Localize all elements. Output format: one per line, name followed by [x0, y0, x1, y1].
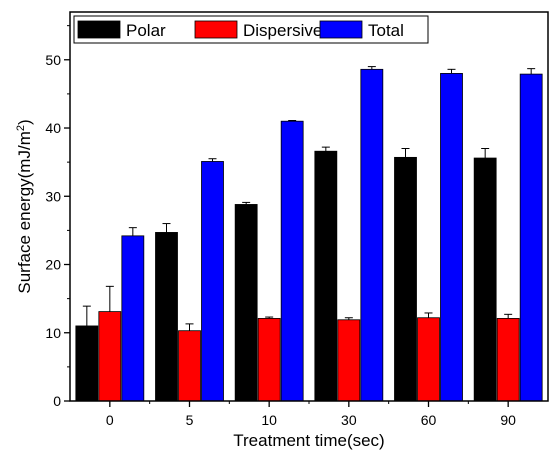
x-tick-label: 5: [186, 412, 194, 428]
bar-dispersive-60: [417, 317, 440, 402]
bar-polar-0: [75, 325, 99, 402]
legend-label-total: Total: [368, 21, 404, 40]
y-axis-title: Surface energy(mJ/m2): [15, 119, 34, 293]
x-axis-ticks: 0 5 10 30 60 90: [106, 401, 516, 428]
legend-box: [73, 15, 429, 44]
x-tick-label: 0: [106, 412, 114, 428]
y-tick-label: 10: [45, 325, 61, 341]
x-tick-label: 60: [421, 412, 437, 428]
bar-total-60: [440, 73, 463, 402]
bars-layer: [75, 68, 543, 402]
bar-dispersive-90: [496, 318, 520, 402]
y-tick-label: 30: [45, 188, 61, 204]
y-axis-title-close: ): [15, 119, 34, 125]
bar-total-30: [360, 68, 384, 402]
bar-polar-30: [314, 150, 338, 402]
x-tick-label: 90: [500, 412, 516, 428]
x-tick-label: 10: [261, 412, 277, 428]
bar-polar-90: [473, 157, 497, 402]
x-axis-title: Treatment time(sec): [233, 431, 384, 450]
legend-label-polar: Polar: [126, 21, 166, 40]
bar-total-90: [519, 73, 543, 402]
y-axis-title-superscript: 2: [15, 125, 27, 131]
bar-polar-60: [394, 156, 417, 402]
bar-total-10: [280, 120, 304, 402]
bar-polar-5: [155, 232, 178, 402]
bar-dispersive-5: [178, 330, 201, 402]
legend-swatch-dispersive: [194, 20, 238, 39]
y-axis-title-main: Surface energy(mJ/m: [15, 131, 34, 294]
bar-total-5: [201, 161, 224, 402]
legend-swatch-polar: [77, 20, 121, 39]
bar-total-0: [121, 235, 145, 402]
y-tick-label: 0: [53, 393, 61, 409]
legend-swatch-total: [319, 20, 363, 39]
y-tick-label: 50: [45, 52, 61, 68]
y-tick-label: 40: [45, 120, 61, 136]
y-axis-ticks: 0 10 20 30 40 50: [45, 25, 70, 409]
bar-polar-10: [234, 204, 258, 402]
bar-dispersive-0: [98, 311, 122, 402]
y-tick-label: 20: [45, 257, 61, 273]
errorbars-layer: [82, 66, 536, 331]
legend: Polar Dispersive Total: [73, 15, 429, 44]
bar-dispersive-10: [257, 318, 281, 402]
bar-dispersive-30: [337, 319, 361, 402]
legend-label-dispersive: Dispersive: [243, 21, 322, 40]
x-tick-label: 30: [341, 412, 357, 428]
